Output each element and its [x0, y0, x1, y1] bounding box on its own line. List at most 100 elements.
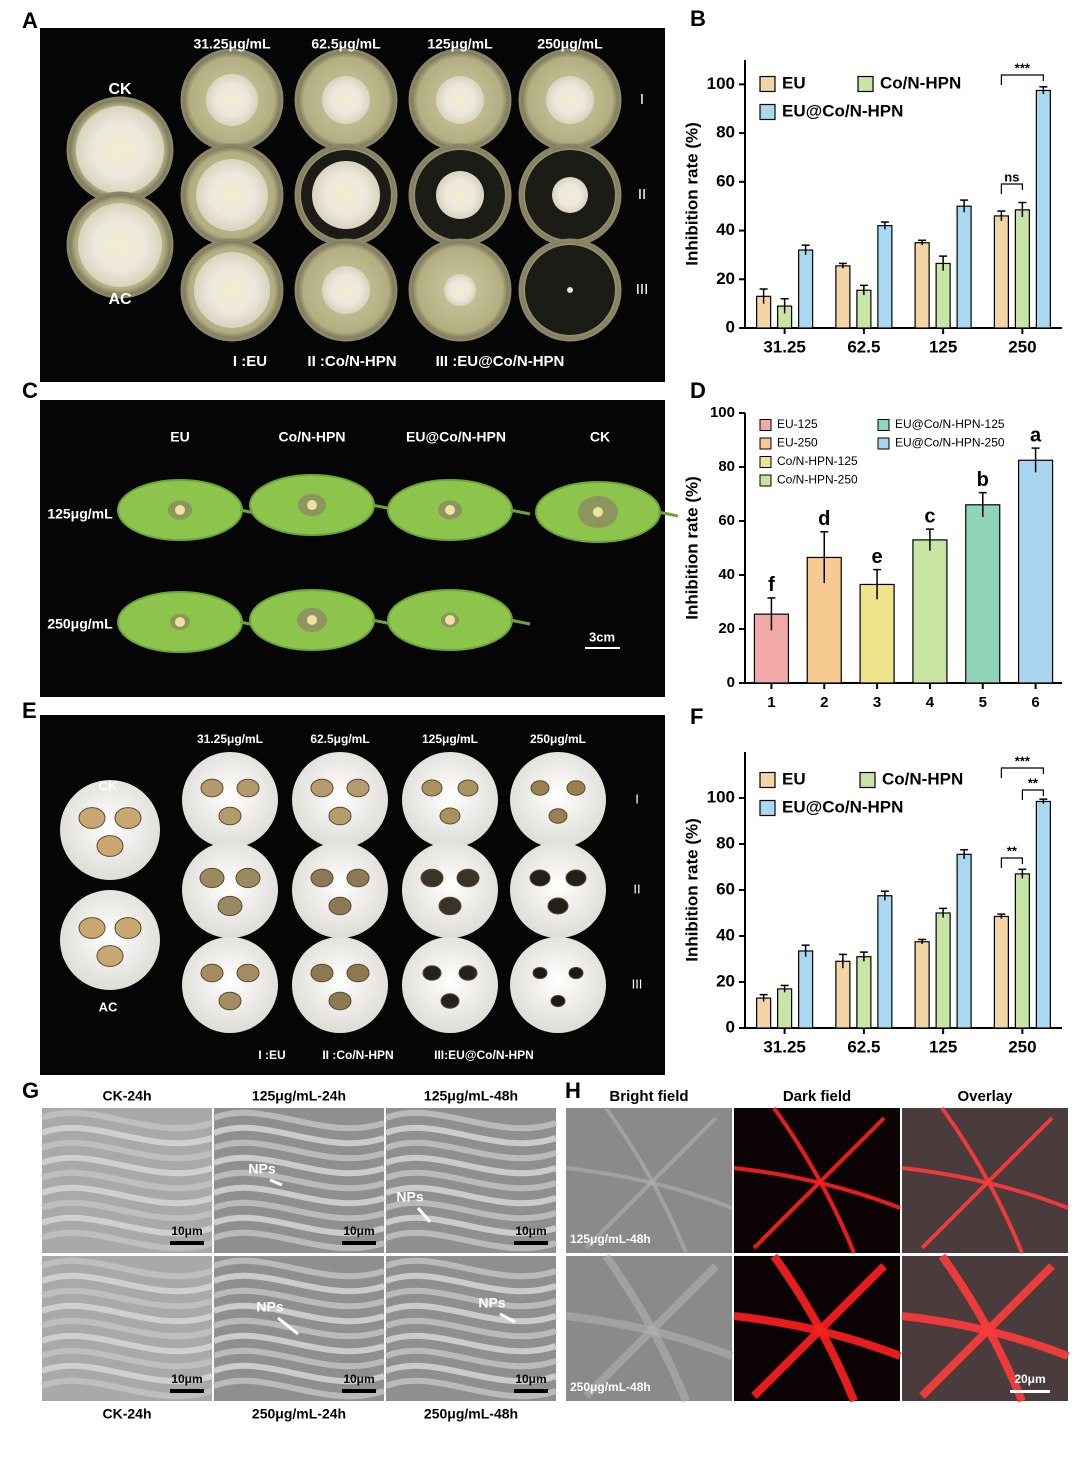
- bar: [993, 915, 1009, 1029]
- y-tick-label: 80: [716, 123, 735, 142]
- legend-swatch: [759, 771, 776, 789]
- concentration-label: 250μg/mL: [530, 732, 586, 746]
- plate: [60, 780, 160, 880]
- column-title: Overlay: [957, 1088, 1013, 1105]
- hypha: [212, 1287, 385, 1310]
- panel-letter: B: [690, 6, 706, 31]
- hypha: [384, 1214, 557, 1237]
- hypha: [212, 1377, 385, 1400]
- hypha: [40, 1184, 213, 1207]
- marker-arrow: [277, 1316, 299, 1336]
- hypha: [384, 1302, 557, 1325]
- legend-text: I :EU: [233, 353, 267, 370]
- colony: [206, 74, 258, 126]
- image-title: 250μg/mL-24h: [252, 1406, 346, 1422]
- y-tick-label: 100: [707, 787, 735, 806]
- plate: [182, 937, 278, 1033]
- legend-swatch: [877, 437, 890, 450]
- marker-arrow: [416, 1207, 432, 1223]
- marker-label: NPs: [478, 1295, 505, 1311]
- y-axis-label: Inhibition rate (%): [682, 122, 701, 266]
- bar: [956, 853, 972, 1029]
- colony: [546, 76, 594, 124]
- control-label: AC: [108, 291, 132, 308]
- concentration-label: 31.25μg/mL: [197, 732, 263, 746]
- hypha: [384, 1109, 557, 1132]
- panel-letter: E: [22, 698, 37, 723]
- legend-text: II :Co/N-HPN: [322, 1048, 393, 1062]
- legend-label: Co/N-HPN: [882, 769, 963, 788]
- hypha: [40, 1287, 213, 1310]
- y-tick-label: 0: [726, 317, 735, 336]
- significance-letter: f: [768, 574, 775, 596]
- x-tick-label: 31.25: [763, 337, 806, 356]
- tuber: [438, 896, 462, 916]
- plate: [292, 842, 388, 938]
- bar: [1017, 459, 1054, 684]
- hypha: [212, 1257, 385, 1280]
- hypha: [384, 1362, 557, 1385]
- tuber: [550, 994, 566, 1008]
- tuber: [529, 869, 551, 887]
- plate: [510, 842, 606, 938]
- legend-swatch: [877, 419, 890, 431]
- concentration-label: 62.5μg/mL: [310, 732, 369, 746]
- bar: [1035, 89, 1051, 329]
- scale-bar: [514, 1241, 548, 1245]
- scale-label: 10μm: [171, 1224, 202, 1238]
- row-label: I: [635, 791, 639, 806]
- inoculum: [307, 500, 317, 510]
- plate: [182, 752, 278, 848]
- scale-label: 20μm: [1014, 1372, 1045, 1386]
- y-tick-label: 80: [716, 833, 735, 852]
- x-tick-label: 125: [929, 1037, 957, 1056]
- row-label: 125μg/mL-48h: [570, 1232, 651, 1246]
- hypha: [40, 1362, 213, 1385]
- legend-text: II :Co/N-HPN: [307, 353, 396, 370]
- legend-swatch: [859, 771, 876, 789]
- bar: [935, 262, 951, 329]
- hypha: [384, 1199, 557, 1222]
- control-label: AC: [99, 999, 118, 1014]
- y-tick-label: 20: [716, 269, 735, 288]
- legend-swatch: [759, 474, 772, 487]
- inoculum: [307, 615, 317, 625]
- hypha: [212, 1362, 385, 1385]
- y-tick-label: 100: [707, 74, 735, 93]
- inoculum: [445, 615, 455, 625]
- y-axis-label: Inhibition rate (%): [682, 818, 701, 962]
- tuber: [532, 966, 548, 980]
- x-tick-label: 6: [1031, 694, 1039, 711]
- treatment-label: EU@Co/N-HPN: [406, 429, 506, 445]
- bar: [914, 242, 930, 329]
- tuber: [114, 917, 142, 939]
- hypha: [384, 1347, 557, 1370]
- colony: [76, 106, 164, 194]
- tuber: [114, 807, 142, 829]
- colony: [322, 76, 370, 124]
- hypha: [384, 1229, 557, 1252]
- tuber: [310, 868, 334, 888]
- colony: [322, 266, 370, 314]
- x-tick-label: 125: [929, 337, 957, 356]
- legend-label: Co/N-HPN-250: [777, 473, 858, 487]
- tuber: [565, 869, 587, 887]
- plate: [402, 752, 498, 848]
- concentration-label: 125μg/mL: [427, 36, 493, 52]
- hypha: [40, 1199, 213, 1222]
- y-axis-label: Inhibition rate (%): [682, 476, 701, 620]
- legend-text: III:EU@Co/N-HPN: [434, 1048, 534, 1062]
- bar: [877, 895, 893, 1029]
- tuber: [200, 778, 224, 798]
- x-tick-label: 31.25: [763, 1037, 806, 1056]
- plate: [402, 842, 498, 938]
- concentration-label: 125μg/mL: [47, 506, 113, 522]
- bar: [1035, 800, 1051, 1029]
- y-tick-label: 60: [716, 171, 735, 190]
- significance-letter: d: [818, 508, 830, 530]
- concentration-label: 62.5μg/mL: [311, 36, 381, 52]
- concentration-label: 250μg/mL: [537, 36, 603, 52]
- hypha: [384, 1169, 557, 1192]
- tuber: [96, 945, 124, 967]
- tuber: [235, 867, 261, 889]
